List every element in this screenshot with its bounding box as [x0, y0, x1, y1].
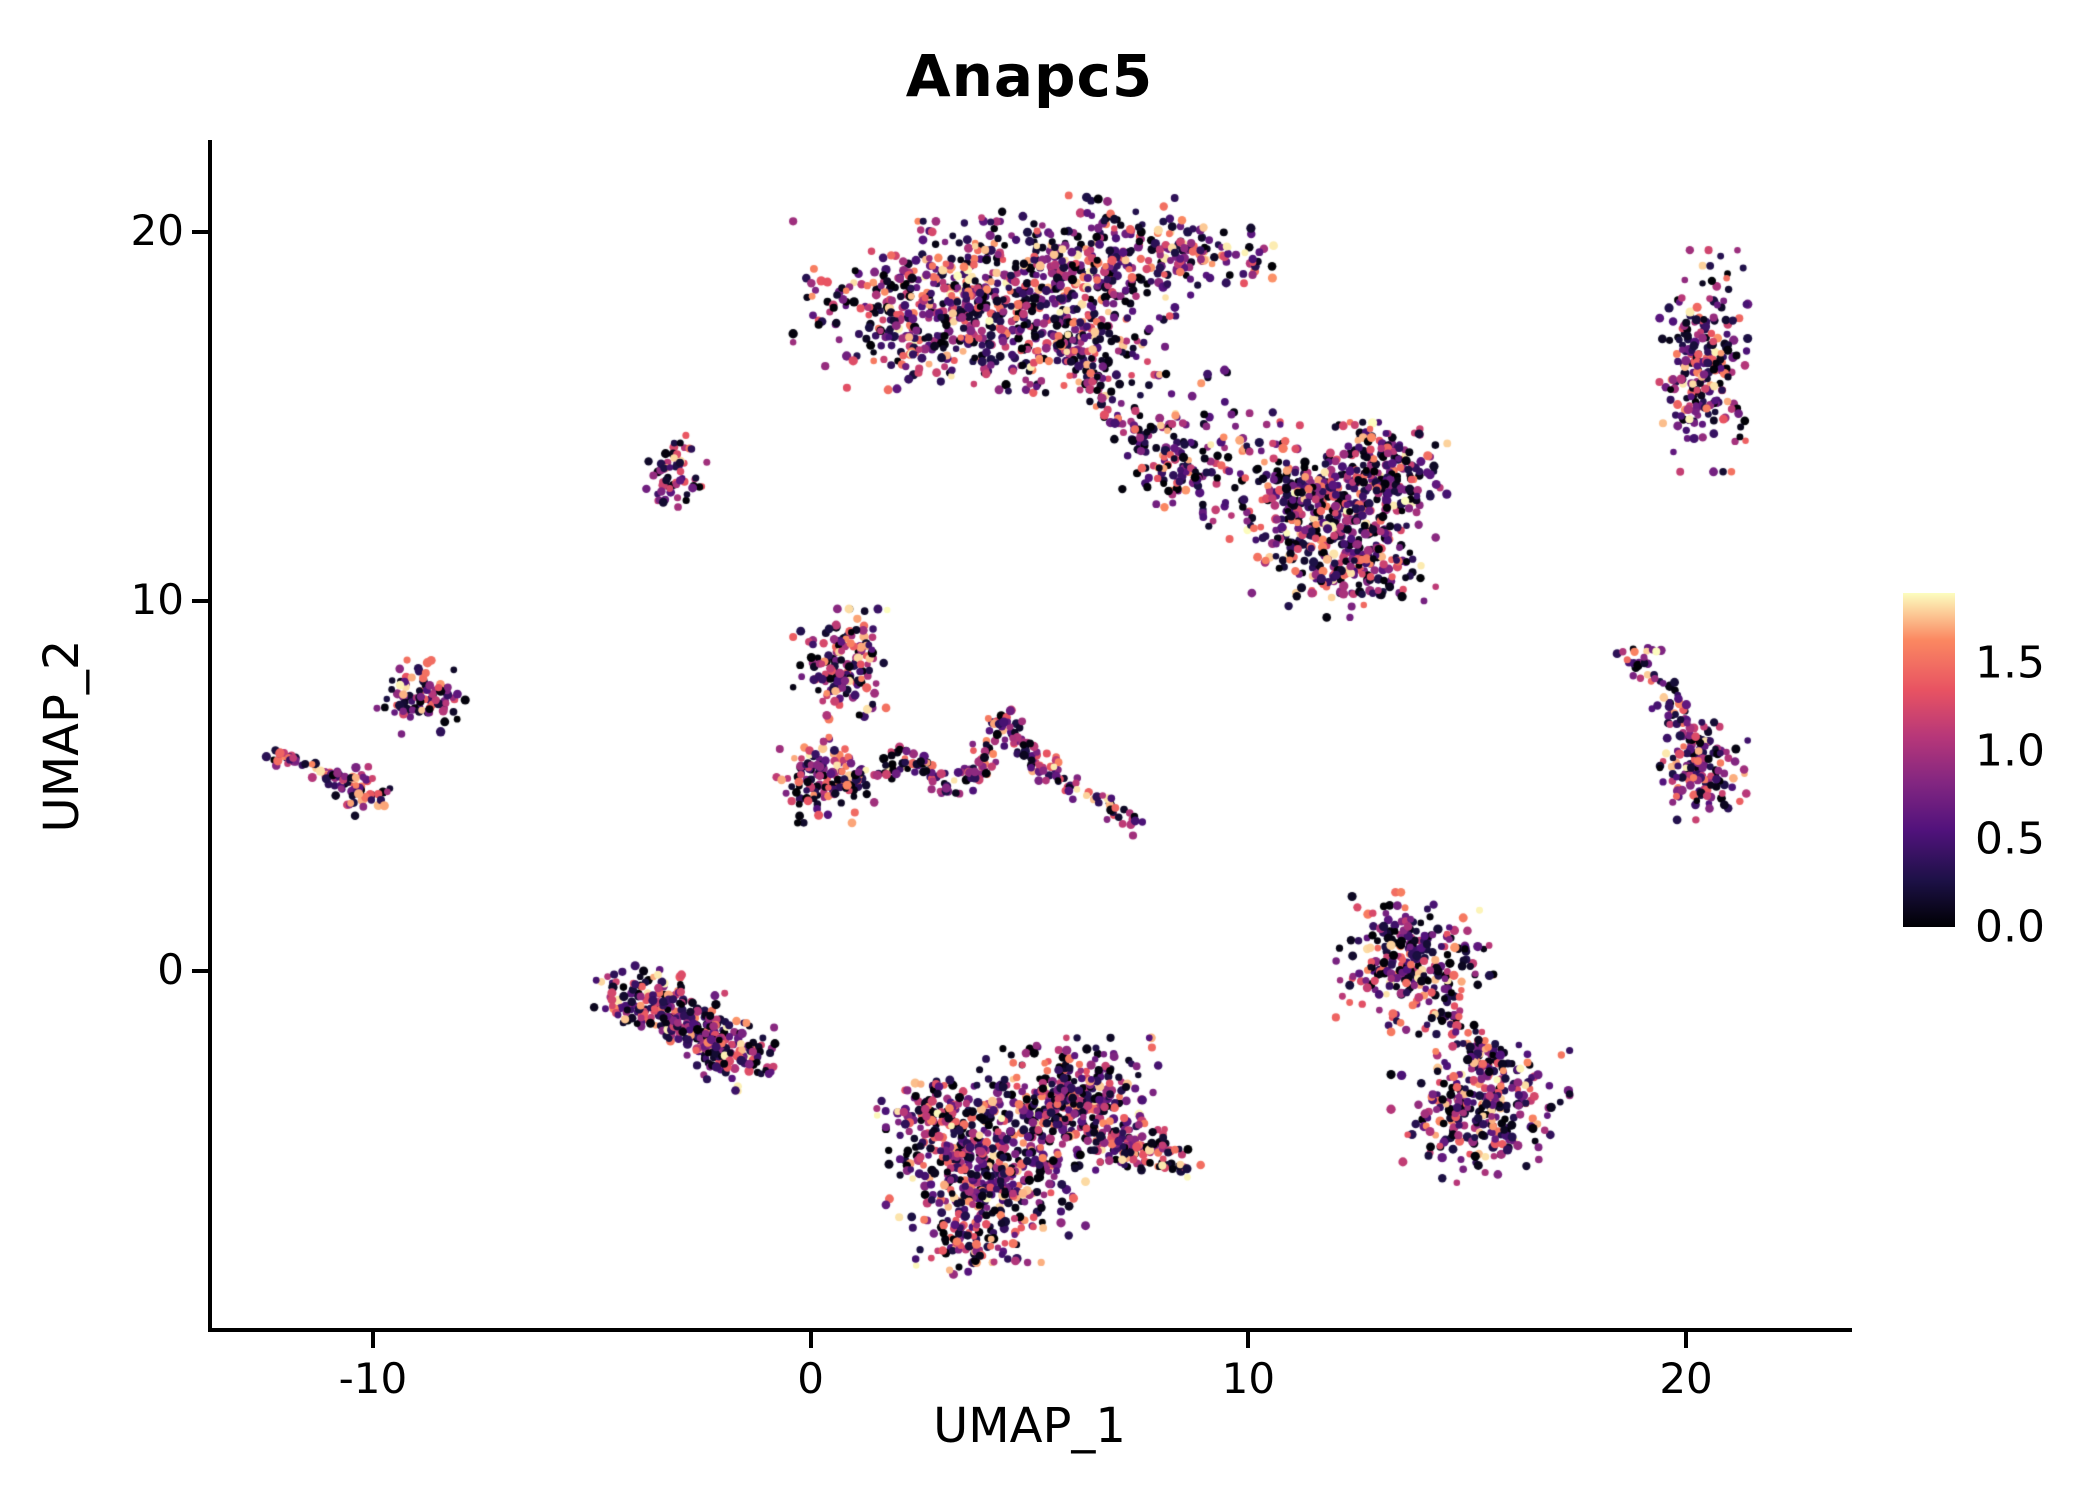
- colorbar-tick-label: 0.5: [1975, 813, 2045, 865]
- x-tick-mark: [1684, 1332, 1689, 1348]
- colorbar-tick-label: 0.0: [1975, 901, 2045, 953]
- y-tick-mark: [192, 599, 208, 604]
- colorbar-tick-label: 1.0: [1975, 725, 2045, 777]
- y-axis-line: [208, 140, 212, 1332]
- x-axis-line: [208, 1328, 1852, 1332]
- x-axis-label: UMAP_1: [933, 1398, 1126, 1454]
- y-tick-mark: [192, 229, 208, 234]
- x-tick-label: 0: [797, 1354, 825, 1403]
- y-tick-label: 10: [130, 575, 184, 625]
- y-tick-mark: [192, 968, 208, 973]
- y-tick-label: 0: [157, 944, 184, 994]
- x-tick-mark: [370, 1332, 375, 1348]
- x-tick-mark: [1246, 1332, 1251, 1348]
- x-tick-label: 10: [1221, 1354, 1276, 1403]
- x-tick-label: -10: [338, 1354, 408, 1403]
- x-tick-mark: [808, 1332, 813, 1348]
- y-tick-label: 20: [130, 205, 184, 255]
- y-axis-label: UMAP_2: [34, 639, 90, 833]
- x-tick-label: 20: [1659, 1354, 1713, 1403]
- colorbar-gradient: [1903, 593, 1955, 927]
- colorbar-tick-label: 1.5: [1975, 637, 2045, 689]
